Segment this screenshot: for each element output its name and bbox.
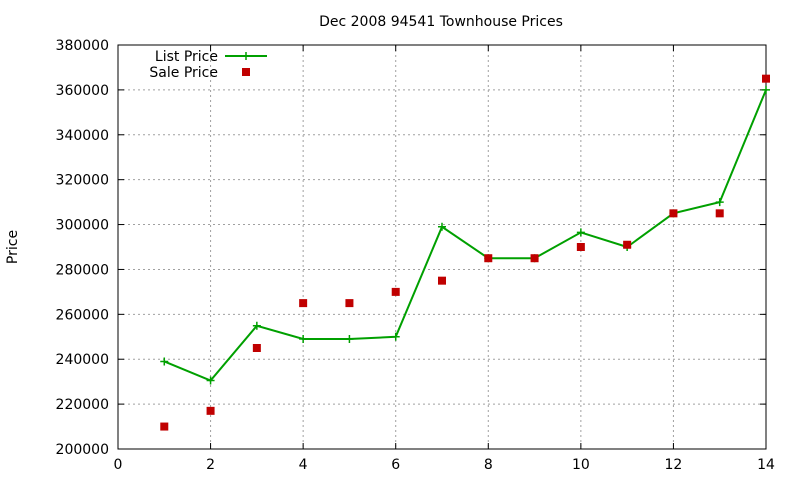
data-point-marker <box>762 74 770 83</box>
y-tick-label: 260000 <box>56 307 109 323</box>
x-tick-label: 12 <box>665 457 683 473</box>
series-list-price <box>160 85 770 385</box>
data-point-marker <box>715 198 724 207</box>
data-point-marker <box>530 254 539 263</box>
data-point-marker <box>715 209 724 218</box>
y-tick-label: 300000 <box>56 218 109 234</box>
legend-swatch-marker <box>242 68 250 76</box>
y-tick-label: 200000 <box>56 442 109 458</box>
data-point-marker <box>623 240 632 249</box>
y-tick-label: 360000 <box>56 83 109 99</box>
data-point-marker <box>438 222 446 231</box>
grid <box>118 45 766 449</box>
data-point-marker <box>576 228 585 237</box>
series-line <box>163 89 767 382</box>
y-axis-label: Price <box>5 230 21 264</box>
legend-label: List Price <box>155 49 218 65</box>
data-point-marker <box>391 287 400 296</box>
legend-label: Sale Price <box>149 65 218 81</box>
y-tick-label: 320000 <box>56 173 109 189</box>
data-point-marker <box>252 344 261 352</box>
y-tick-label: 220000 <box>56 397 109 413</box>
x-tick-label: 0 <box>114 457 123 473</box>
chart-title: Dec 2008 94541 Townhouse Prices <box>319 14 563 30</box>
series-sale-price <box>160 74 770 431</box>
y-tick-label: 340000 <box>56 128 109 144</box>
data-point-marker <box>160 357 169 366</box>
series <box>160 74 770 431</box>
x-tick-label: 14 <box>757 457 775 473</box>
data-point-marker <box>669 209 678 218</box>
data-point-marker <box>345 335 354 344</box>
data-point-marker <box>299 335 308 344</box>
data-point-marker <box>252 321 261 330</box>
data-point-marker <box>345 299 354 308</box>
data-point-marker <box>206 376 215 385</box>
axes: 0 2 4 6 8 10 12 14 200000 220000 240000 260000 28000… <box>56 38 775 473</box>
data-point-marker <box>206 406 215 415</box>
data-point-marker <box>160 422 169 431</box>
data-point-marker <box>576 243 585 251</box>
y-tick-label: 280000 <box>56 262 109 278</box>
data-point-marker <box>299 299 308 308</box>
x-tick-label: 2 <box>206 457 215 473</box>
x-tick-label: 6 <box>391 457 400 473</box>
y-tick-label: 380000 <box>56 38 109 54</box>
data-point-marker <box>391 332 400 341</box>
y-tick-label: 240000 <box>56 352 109 368</box>
x-tick-label: 4 <box>299 457 308 473</box>
legend-swatch-marker <box>242 52 250 60</box>
x-tick-label: 10 <box>572 457 590 473</box>
plot-frame <box>117 44 767 450</box>
data-point-marker <box>484 254 493 263</box>
data-point-marker <box>438 276 446 285</box>
data-point-marker <box>762 85 770 94</box>
x-tick-label: 8 <box>484 457 493 473</box>
